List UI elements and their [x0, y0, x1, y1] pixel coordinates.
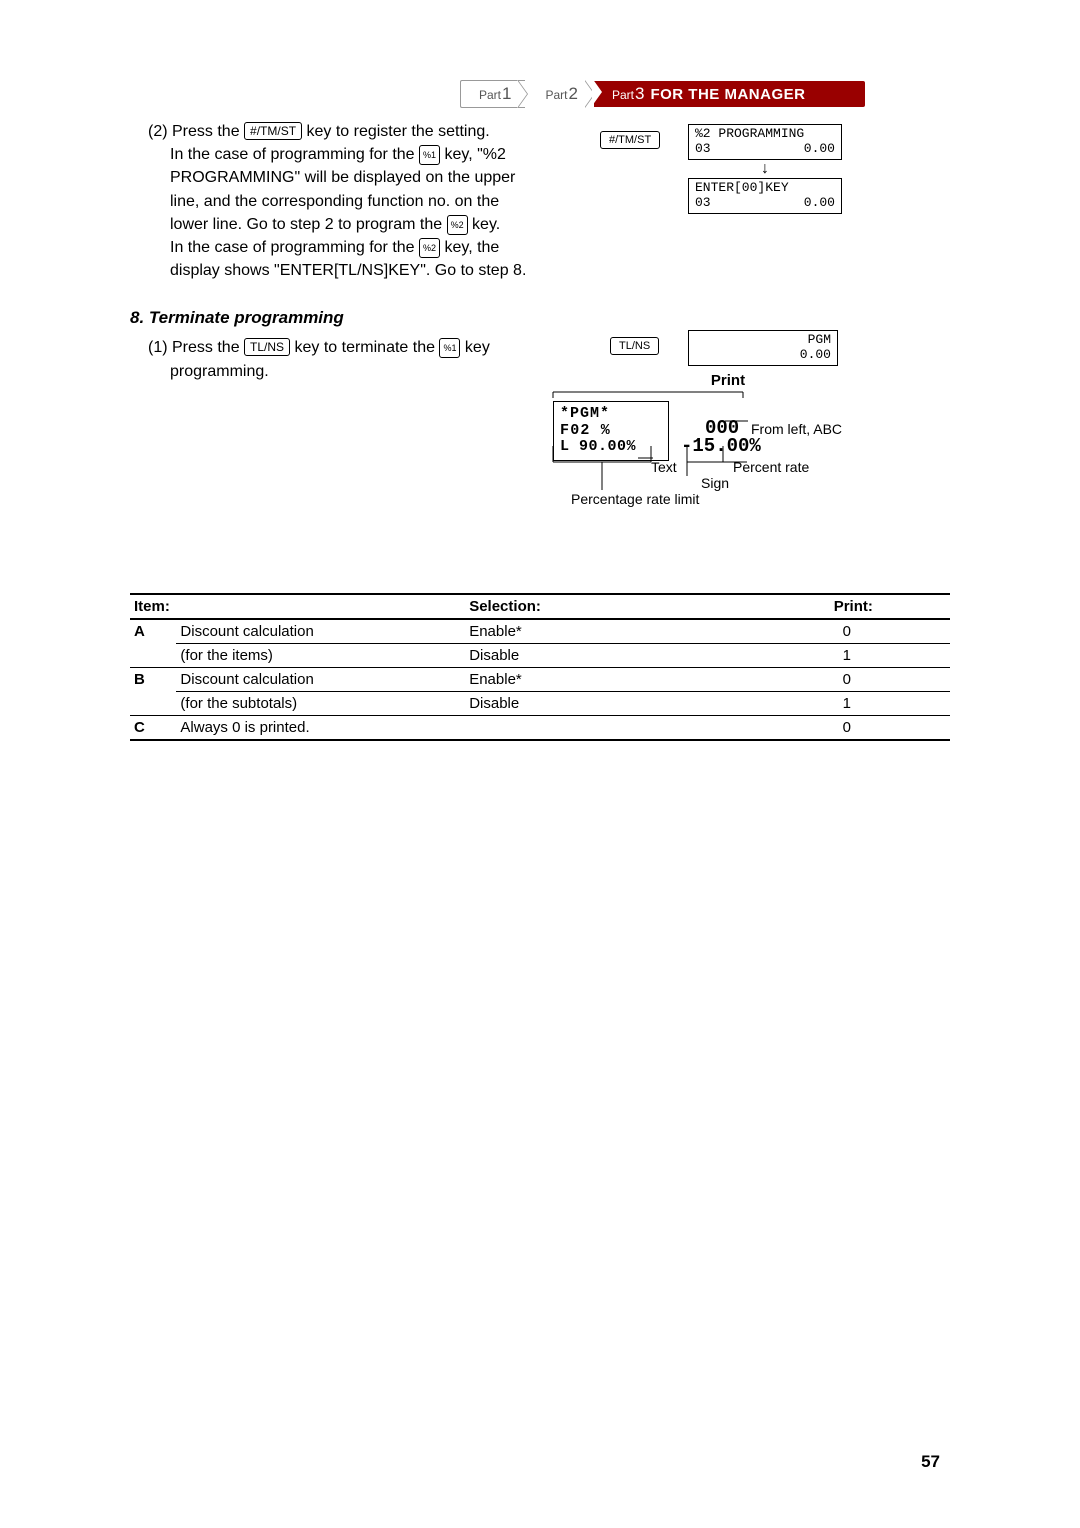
cell-label: [130, 643, 176, 667]
page-number: 57: [921, 1452, 940, 1472]
t: PROGRAMMING" will be displayed on the up…: [170, 169, 515, 186]
receipt-line: F02 %: [560, 423, 662, 440]
bc-label: Part: [612, 88, 634, 102]
ann-from-left: From left, ABC: [751, 421, 842, 437]
cell-selection: Enable*: [465, 667, 743, 691]
t: (1) Press the: [148, 339, 244, 356]
th-print: Print:: [744, 594, 950, 619]
lcd-block-2: PGM 0.00: [688, 330, 838, 366]
key-tlns: TL/NS: [244, 338, 290, 356]
t: line, and the corresponding function no.…: [170, 193, 499, 210]
t: key.: [468, 216, 501, 233]
t: (2) Press the: [148, 123, 244, 140]
table-row: (for the subtotals)Disable1: [130, 691, 950, 715]
table-row: (for the items)Disable1: [130, 643, 950, 667]
key-pct1: %1: [439, 338, 460, 358]
lcd-line: %2 PROGRAMMING: [695, 127, 835, 142]
keycap-tlns-2: TL/NS: [610, 336, 659, 355]
arrow-down-icon: ↓: [688, 161, 842, 177]
key-tmst: #/TM/ST: [244, 122, 302, 140]
keycap-tmst: #/TM/ST: [600, 131, 660, 149]
cell-print: 1: [744, 691, 950, 715]
t: programming.: [170, 360, 269, 383]
cell-desc: (for the items): [176, 643, 465, 667]
ann-text: Text: [651, 459, 677, 475]
cell-desc: Always 0 is printed.: [176, 715, 465, 740]
breadcrumb: Part1 Part2 Part3 FOR THE MANAGER: [460, 80, 865, 108]
step2-text: (2) Press the #/TM/ST key to register th…: [148, 120, 528, 282]
ann-percent: Percent rate: [733, 459, 809, 475]
print-label: Print: [593, 372, 863, 389]
key-pct2: %2: [447, 215, 468, 235]
cell-print: 0: [744, 619, 950, 644]
lcd-2: ENTER[00]KEY 03 0.00: [688, 178, 842, 214]
t: key, the: [440, 239, 499, 256]
t: In the case of programming for the: [170, 146, 419, 163]
cell-selection: Enable*: [465, 619, 743, 644]
cell-print: 0: [744, 667, 950, 691]
t: lower line. Go to step 2 to program the: [170, 216, 447, 233]
lcd-line: ENTER[00]KEY: [695, 181, 835, 196]
t: key: [460, 339, 489, 356]
callout-value: -15.00%: [681, 435, 761, 457]
t: In the case of programming for the: [170, 239, 419, 256]
display-seq-1: #/TM/ST: [600, 130, 660, 149]
cell-print: 1: [744, 643, 950, 667]
key-pct2: %2: [419, 238, 440, 258]
ann-limit: Percentage rate limit: [571, 491, 699, 507]
breadcrumb-part2: Part2: [527, 81, 591, 107]
lcd-line: 0.00: [804, 196, 835, 211]
receipt-printout: *PGM* F02 % L 90.00%: [553, 401, 669, 461]
section-8-title: 8. Terminate programming: [130, 308, 950, 328]
cell-label: [130, 691, 176, 715]
settings-table: Item: Selection: Print: ADiscount calcul…: [130, 593, 950, 741]
receipt-line: L 90.00%: [560, 439, 662, 456]
lcd-line: 0.00: [695, 348, 831, 363]
receipt-line: *PGM*: [560, 406, 662, 423]
lcd-line: 03: [695, 196, 711, 211]
th-item: Item:: [130, 594, 465, 619]
bc-num: 2: [569, 84, 578, 104]
table-row: ADiscount calculationEnable*0: [130, 619, 950, 644]
lcd-block-1: %2 PROGRAMMING 03 0.00 ↓ ENTER[00]KEY 03 0…: [688, 124, 842, 214]
step8-text: (1) Press the TL/NS key to terminate the…: [148, 336, 528, 382]
t: key to register the setting.: [302, 123, 490, 140]
chevron-right-icon: [592, 78, 602, 106]
table-body: ADiscount calculationEnable*0(for the it…: [130, 619, 950, 740]
bc-title: FOR THE MANAGER: [650, 86, 805, 103]
lcd-line: 0.00: [804, 142, 835, 157]
cell-label: C: [130, 715, 176, 740]
cell-desc: Discount calculation: [176, 667, 465, 691]
bc-num: 3: [635, 84, 644, 104]
th-selection: Selection:: [465, 594, 743, 619]
lcd-3: PGM 0.00: [688, 330, 838, 366]
t: key to terminate the: [290, 339, 439, 356]
breadcrumb-part1: Part1: [460, 80, 525, 108]
lcd-line: PGM: [695, 333, 831, 348]
table-row: BDiscount calculationEnable*0: [130, 667, 950, 691]
bc-num: 1: [502, 84, 511, 104]
keycap-tlns: TL/NS: [610, 337, 659, 355]
content: (2) Press the #/TM/ST key to register th…: [130, 120, 950, 741]
t: key, "%2: [440, 146, 506, 163]
bc-label: Part: [479, 88, 501, 102]
cell-selection: Disable: [465, 691, 743, 715]
bc-label: Part: [545, 88, 567, 102]
t: display shows "ENTER[TL/NS]KEY". Go to s…: [170, 262, 526, 279]
lcd-line: 03: [695, 142, 711, 157]
key-pct1: %1: [419, 145, 440, 165]
table-row: CAlways 0 is printed. 0: [130, 715, 950, 740]
lcd-1: %2 PROGRAMMING 03 0.00: [688, 124, 842, 160]
breadcrumb-part3: Part3 FOR THE MANAGER: [594, 81, 865, 107]
cell-desc: (for the subtotals): [176, 691, 465, 715]
cell-selection: [465, 715, 743, 740]
cell-desc: Discount calculation: [176, 619, 465, 644]
print-section: Print *PGM* F02 % L 90.00%: [533, 372, 863, 401]
cell-selection: Disable: [465, 643, 743, 667]
chevron-right-icon: [517, 80, 527, 108]
ann-sign: Sign: [701, 475, 729, 491]
cell-label: B: [130, 667, 176, 691]
cell-print: 0: [744, 715, 950, 740]
cell-label: A: [130, 619, 176, 644]
